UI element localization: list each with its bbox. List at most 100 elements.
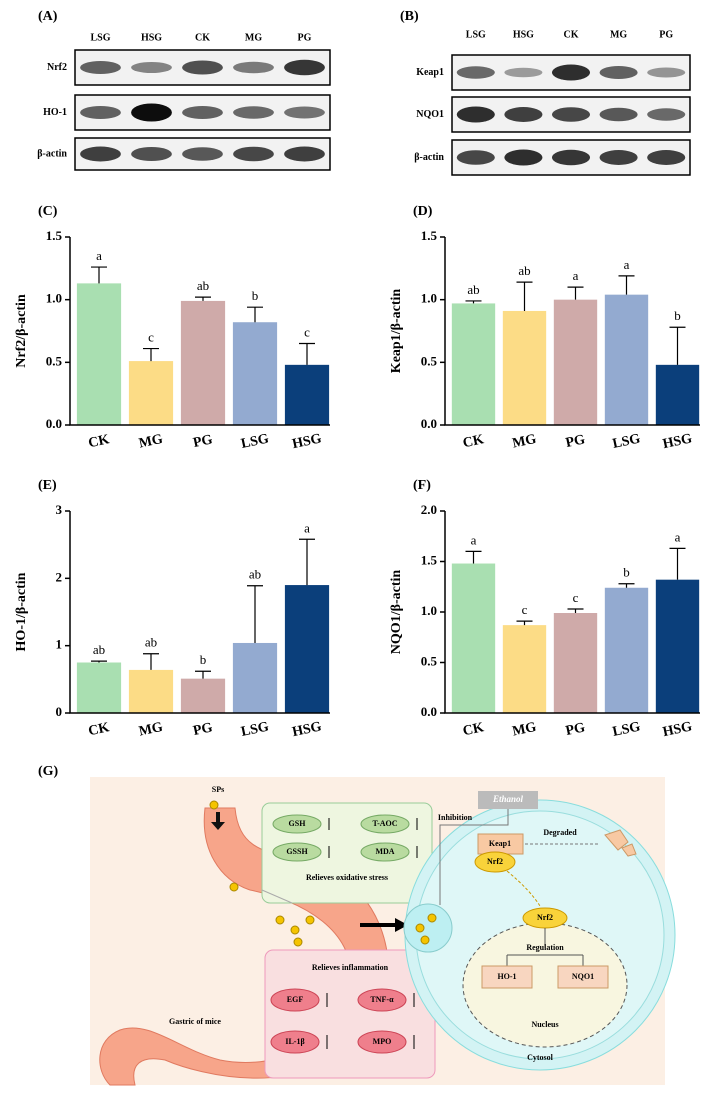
bar (232, 322, 278, 425)
y-tick-label: 1.5 (421, 552, 438, 567)
x-tick-label: MG (511, 432, 538, 452)
keap1-label: Keap1 (489, 839, 511, 848)
panel-label: (F) (413, 478, 431, 493)
ho1-label: HO-1 (497, 972, 516, 981)
x-tick-label: MG (138, 720, 165, 740)
significance-letter: ab (467, 282, 479, 297)
band (599, 66, 638, 79)
significance-letter: b (252, 288, 259, 303)
significance-letter: a (471, 532, 477, 547)
band (647, 108, 686, 121)
panel-label: (D) (413, 204, 433, 219)
nucleus (462, 922, 628, 1048)
diagram: (G) SPs Relieves oxidative stress Reliev… (38, 764, 676, 1086)
y-tick-label: 3 (56, 502, 63, 517)
particles (209, 800, 437, 947)
error-bar (143, 653, 159, 670)
error-bar (618, 275, 635, 295)
x-tick-label: PG (192, 432, 214, 451)
y-tick-label: 1.5 (46, 228, 63, 243)
error-bar (567, 286, 584, 300)
nrf2-shape (474, 851, 516, 873)
ho1-box (481, 965, 533, 989)
y-tick-label: 0.5 (421, 353, 438, 368)
x-tick-label: LSG (240, 431, 271, 452)
error-bar (465, 550, 482, 564)
x-tick-label: LSG (611, 431, 642, 452)
significance-letter: c (522, 602, 528, 617)
row-label: NQO1 (416, 109, 444, 120)
y-tick-label: 0 (56, 704, 63, 719)
bar (451, 303, 496, 425)
x-tick-label: HSG (661, 431, 693, 452)
y-tick-label: 1 (56, 637, 63, 652)
oxidative-marker (272, 814, 322, 834)
bar (128, 361, 174, 425)
significance-letter: ab (518, 263, 530, 278)
inflammation-label: TNF-α (370, 995, 394, 1004)
error-bar (195, 296, 211, 301)
x-tick-label: HSG (291, 431, 323, 452)
significance-letter: b (623, 565, 630, 580)
oxidative-marker (360, 814, 410, 834)
fragments (604, 829, 637, 857)
cytosol-label: Cytosol (527, 1053, 554, 1062)
band (233, 61, 274, 74)
inhibition-line (439, 809, 509, 905)
oxidative-marker (360, 842, 410, 862)
error-bar (465, 300, 482, 304)
bar (232, 642, 278, 713)
y-tick-label: 0.5 (421, 653, 438, 668)
lane-label: CK (195, 32, 210, 43)
x-tick-label: MG (138, 432, 165, 452)
bar (451, 563, 496, 713)
error-bar (247, 306, 263, 323)
error-bar (567, 608, 584, 614)
bar (180, 300, 226, 425)
x-tick-label: MG (511, 720, 538, 740)
band (504, 67, 543, 78)
band (233, 106, 274, 119)
lane-label: HSG (141, 32, 162, 43)
band (456, 106, 495, 123)
bar (655, 364, 700, 425)
oxidative-title: Relieves oxidative stress (306, 873, 388, 882)
lane-label: CK (564, 29, 579, 40)
x-tick-label: CK (462, 720, 486, 739)
significance-letter: a (96, 248, 102, 263)
band (80, 146, 121, 162)
row-label: Nrf2 (47, 62, 67, 73)
row-label: β-actin (37, 148, 67, 159)
band (80, 61, 121, 74)
inhibition-label: Inhibition (438, 813, 473, 822)
error-bar (91, 266, 107, 284)
bar (284, 364, 330, 425)
oxidative-marker (272, 842, 322, 862)
bar (76, 662, 122, 713)
x-tick-label: CK (462, 432, 486, 451)
bar (76, 283, 122, 425)
row-label: Keap1 (416, 67, 444, 78)
band (182, 106, 223, 119)
x-tick-label: CK (87, 432, 111, 451)
error-bar (299, 538, 315, 586)
axis (444, 511, 700, 714)
significance-letter: ab (93, 642, 105, 657)
nrf2-label: Nrf2 (487, 857, 503, 866)
inflammation-marker (357, 1030, 407, 1054)
band (182, 60, 223, 75)
error-bar (299, 342, 315, 365)
y-axis-label: HO-1/β-actin (14, 572, 29, 651)
y-axis-label: Keap1/β-actin (389, 289, 404, 374)
y-tick-label: 1.0 (421, 603, 437, 618)
error-bar (669, 326, 686, 365)
significance-letter: c (573, 590, 579, 605)
band (182, 147, 223, 161)
x-tick-label: HSG (291, 719, 323, 740)
panel-label: (E) (38, 478, 57, 493)
significance-letter: ab (249, 567, 261, 582)
degraded-label: Degraded (543, 828, 577, 837)
lane-label: LSG (466, 29, 486, 40)
y-tick-label: 0.5 (46, 353, 63, 368)
band (551, 107, 591, 122)
